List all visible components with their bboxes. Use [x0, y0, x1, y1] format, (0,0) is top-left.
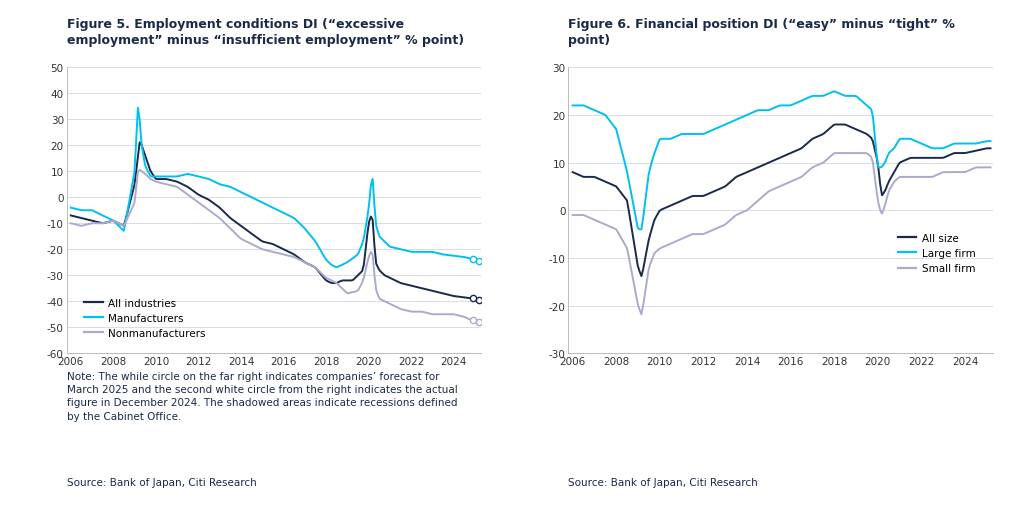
Text: Source: Bank of Japan, Citi Research: Source: Bank of Japan, Citi Research	[568, 477, 758, 487]
Text: Source: Bank of Japan, Citi Research: Source: Bank of Japan, Citi Research	[67, 477, 256, 487]
Text: Figure 5. Employment conditions DI (“excessive
employment” minus “insufficient e: Figure 5. Employment conditions DI (“exc…	[67, 18, 464, 46]
Legend: All industries, Manufacturers, Nonmanufacturers: All industries, Manufacturers, Nonmanufa…	[80, 294, 210, 342]
Text: Note: The while circle on the far right indicates companies’ forecast for
March : Note: The while circle on the far right …	[67, 371, 458, 421]
Text: Figure 6. Financial position DI (“easy” minus “tight” %
point): Figure 6. Financial position DI (“easy” …	[568, 18, 955, 46]
Legend: All size, Large firm, Small firm: All size, Large firm, Small firm	[894, 229, 980, 278]
